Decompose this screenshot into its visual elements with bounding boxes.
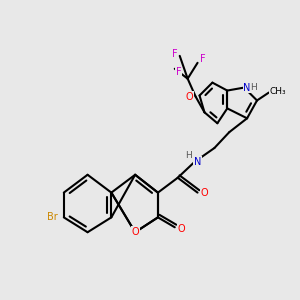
- Text: O: O: [131, 227, 139, 237]
- Text: CH₃: CH₃: [269, 87, 286, 96]
- Text: O: O: [185, 92, 193, 101]
- Text: F: F: [172, 50, 177, 59]
- Text: F: F: [176, 67, 181, 77]
- Text: O: O: [178, 224, 185, 234]
- Text: N: N: [194, 157, 201, 167]
- Text: Br: Br: [47, 212, 58, 222]
- Text: N: N: [243, 82, 251, 93]
- Text: H: H: [250, 83, 257, 92]
- Text: F: F: [200, 54, 206, 64]
- Text: O: O: [200, 188, 208, 198]
- Text: H: H: [185, 152, 192, 160]
